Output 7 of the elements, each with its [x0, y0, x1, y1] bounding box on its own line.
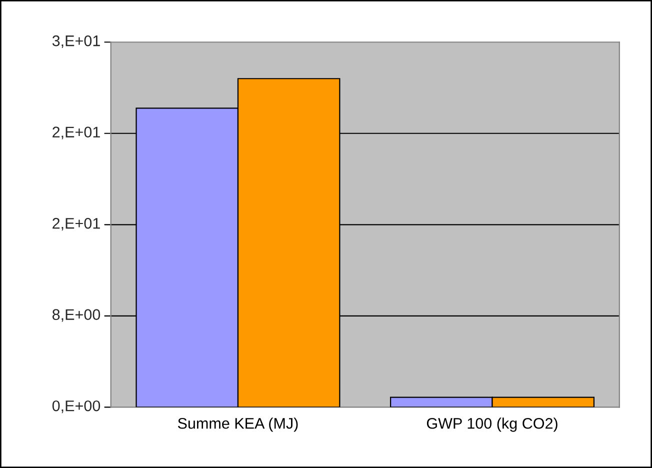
text: 3,E+01 [52, 35, 100, 48]
x-tick-label: GWP 100 (kg CO2) [426, 418, 558, 432]
x-tick-label: Summe KEA (MJ) [178, 418, 298, 432]
text: 2,E+01 [52, 126, 100, 140]
text: 8,E+00 [52, 309, 100, 322]
text: 2,E+01 [52, 218, 100, 231]
text: 0,E+00 [52, 400, 100, 414]
